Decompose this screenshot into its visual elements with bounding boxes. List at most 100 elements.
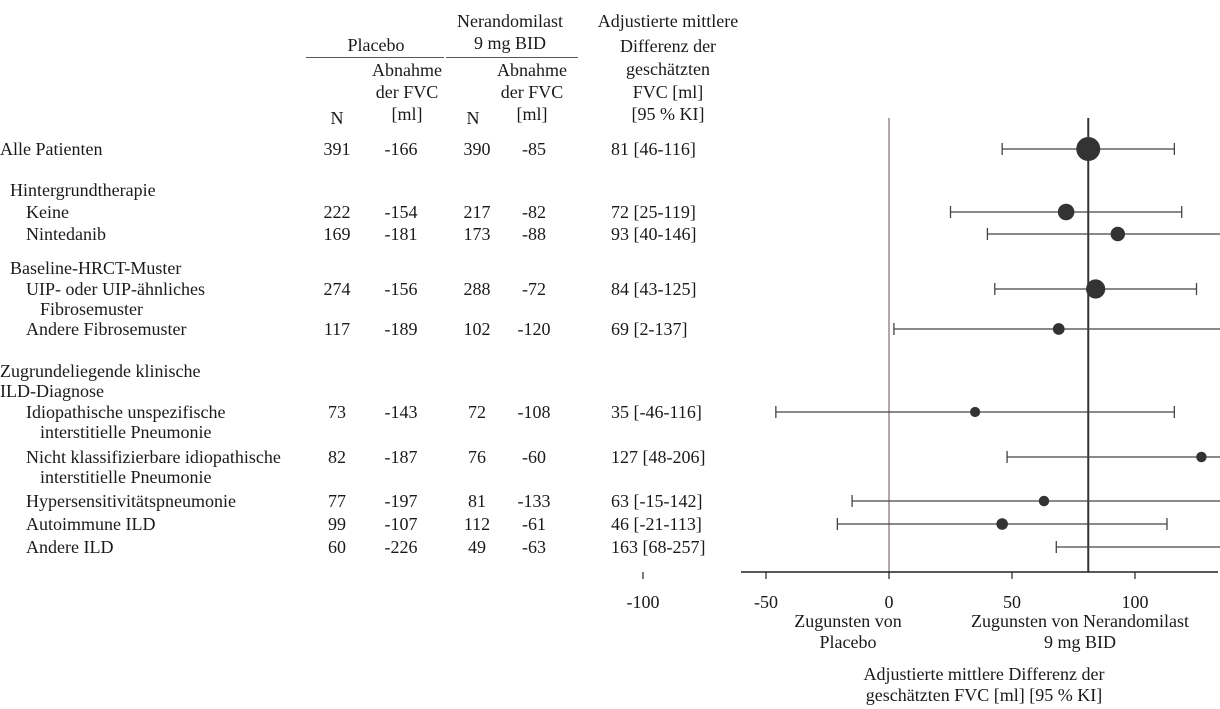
nerandomilast-fvc-decrease: -120 bbox=[517, 319, 551, 339]
difference-ci-text: 163 [68-257] bbox=[611, 537, 706, 557]
estimate-marker bbox=[970, 406, 981, 418]
decrease-header-placebo-line2: der FVC bbox=[375, 82, 439, 102]
placebo-n: 274 bbox=[323, 279, 351, 299]
section-background-therapy: Hintergrundtherapie bbox=[10, 180, 156, 200]
x-tick-label: -50 bbox=[754, 592, 778, 612]
favors-placebo-label-line2: Placebo bbox=[820, 632, 877, 652]
diff-header-line4: FVC [ml] bbox=[632, 82, 704, 102]
nerandomilast-header-line1: Nerandomilast bbox=[457, 11, 563, 31]
estimate-marker bbox=[1076, 137, 1101, 161]
row-label: Nicht klassifizierbare idiopathische bbox=[26, 447, 281, 467]
estimate-marker bbox=[1052, 323, 1065, 335]
difference-ci-text: 63 [-15-142] bbox=[611, 491, 703, 511]
diff-header-line3: geschätzten bbox=[626, 59, 710, 79]
n-header-placebo: N bbox=[330, 108, 344, 128]
placebo-header-rule bbox=[306, 57, 444, 58]
placebo-n: 99 bbox=[328, 514, 346, 534]
nerandomilast-fvc-decrease: -82 bbox=[522, 202, 546, 222]
estimate-marker bbox=[1038, 495, 1050, 507]
x-axis-title-line1: Adjustierte mittlere Differenz der bbox=[863, 664, 1104, 684]
section-baseline-hrct: Baseline-HRCT-Muster bbox=[10, 258, 182, 278]
row-label-continued: interstitielle Pneumonie bbox=[40, 422, 212, 442]
x-tick-label: -100 bbox=[627, 592, 660, 612]
row-label: Keine bbox=[26, 202, 69, 222]
row-label: Andere Fibrosemuster bbox=[26, 319, 187, 339]
row-label: Nintedanib bbox=[26, 224, 106, 244]
x-tick-label: 100 bbox=[1122, 592, 1149, 612]
nerandomilast-n: 173 bbox=[463, 224, 491, 244]
placebo-fvc-decrease: -154 bbox=[384, 202, 418, 222]
diff-header-line5: [95 % KI] bbox=[631, 104, 705, 124]
nerandomilast-header-rule bbox=[446, 57, 578, 58]
difference-ci-text: 93 [40-146] bbox=[611, 224, 697, 244]
placebo-fvc-decrease: -166 bbox=[384, 139, 418, 159]
placebo-n: 391 bbox=[323, 139, 351, 159]
x-tick-label: 0 bbox=[885, 592, 894, 612]
nerandomilast-fvc-decrease: -63 bbox=[522, 537, 546, 557]
nerandomilast-header-line2: 9 mg BID bbox=[474, 33, 546, 53]
nerandomilast-n: 217 bbox=[463, 202, 491, 222]
row-label-continued: interstitielle Pneumonie bbox=[40, 467, 212, 487]
row-label: Alle Patienten bbox=[0, 139, 103, 159]
difference-ci-text: 69 [2-137] bbox=[611, 319, 688, 339]
nerandomilast-fvc-decrease: -133 bbox=[517, 491, 551, 511]
n-header-nerandomilast: N bbox=[466, 108, 480, 128]
row-label: Hypersensitivitätspneumonie bbox=[26, 491, 236, 511]
difference-ci-text: 127 [48-206] bbox=[611, 447, 706, 467]
placebo-fvc-decrease: -143 bbox=[384, 402, 418, 422]
estimate-marker bbox=[1086, 279, 1106, 299]
placebo-n: 82 bbox=[328, 447, 346, 467]
placebo-n: 73 bbox=[328, 402, 346, 422]
nerandomilast-n: 81 bbox=[468, 491, 486, 511]
placebo-fvc-decrease: -107 bbox=[384, 514, 418, 534]
nerandomilast-fvc-decrease: -60 bbox=[522, 447, 546, 467]
decrease-header-placebo-line3: [ml] bbox=[391, 104, 423, 124]
row-label-continued: Fibrosemuster bbox=[40, 299, 143, 319]
nerandomilast-fvc-decrease: -72 bbox=[522, 279, 546, 299]
nerandomilast-fvc-decrease: -88 bbox=[522, 224, 546, 244]
favors-nerandomilast-label-line2: 9 mg BID bbox=[1044, 632, 1116, 652]
estimate-marker bbox=[996, 518, 1008, 530]
nerandomilast-n: 49 bbox=[468, 537, 486, 557]
placebo-fvc-decrease: -226 bbox=[384, 537, 418, 557]
nerandomilast-fvc-decrease: -108 bbox=[517, 402, 551, 422]
placebo-fvc-decrease: -187 bbox=[384, 447, 418, 467]
row-label: UIP- oder UIP-ähnliches bbox=[26, 279, 205, 299]
section-diagnosis-line2: ILD-Diagnose bbox=[0, 381, 104, 401]
placebo-n: 77 bbox=[328, 491, 346, 511]
difference-ci-text: 46 [-21-113] bbox=[611, 514, 702, 534]
placebo-n: 117 bbox=[323, 319, 351, 339]
estimate-marker bbox=[1196, 451, 1207, 463]
nerandomilast-n: 112 bbox=[463, 514, 491, 534]
difference-ci-text: 72 [25-119] bbox=[611, 202, 696, 222]
decrease-header-nerandomilast-line2: der FVC bbox=[500, 82, 564, 102]
nerandomilast-fvc-decrease: -61 bbox=[522, 514, 546, 534]
nerandomilast-n: 72 bbox=[468, 402, 486, 422]
decrease-header-nerandomilast-line3: [ml] bbox=[516, 104, 548, 124]
nerandomilast-n: 390 bbox=[463, 139, 491, 159]
nerandomilast-n: 102 bbox=[463, 319, 491, 339]
x-axis-title-line2: geschätzten FVC [ml] [95 % KI] bbox=[866, 685, 1102, 705]
decrease-header-placebo-line1: Abnahme bbox=[372, 60, 442, 80]
estimate-marker bbox=[1057, 203, 1075, 221]
placebo-n: 222 bbox=[323, 202, 351, 222]
row-label: Idiopathische unspezifische bbox=[26, 402, 226, 422]
placebo-fvc-decrease: -197 bbox=[384, 491, 418, 511]
decrease-header-nerandomilast-line1: Abnahme bbox=[497, 60, 567, 80]
diff-header-line1: Adjustierte mittlere bbox=[597, 11, 739, 31]
difference-ci-text: 84 [43-125] bbox=[611, 279, 697, 299]
placebo-header: Placebo bbox=[347, 35, 405, 55]
placebo-fvc-decrease: -189 bbox=[384, 319, 418, 339]
x-tick-label: 50 bbox=[1003, 592, 1021, 612]
nerandomilast-n: 288 bbox=[463, 279, 491, 299]
nerandomilast-n: 76 bbox=[468, 447, 486, 467]
section-diagnosis-line1: Zugrundeliegende klinische bbox=[0, 361, 201, 381]
nerandomilast-fvc-decrease: -85 bbox=[522, 139, 546, 159]
difference-ci-text: 35 [-46-116] bbox=[611, 402, 702, 422]
diff-header-line2: Differenz der bbox=[619, 36, 717, 56]
placebo-fvc-decrease: -156 bbox=[384, 279, 418, 299]
placebo-fvc-decrease: -181 bbox=[384, 224, 418, 244]
favors-nerandomilast-label-line1: Zugunsten von Nerandomilast bbox=[971, 611, 1189, 631]
row-label: Andere ILD bbox=[26, 537, 114, 557]
